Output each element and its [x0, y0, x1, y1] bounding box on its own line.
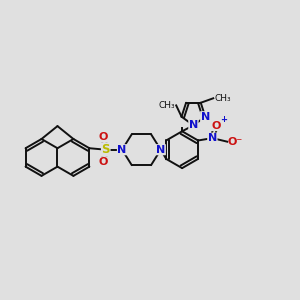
Text: S: S: [101, 143, 110, 156]
Text: N: N: [118, 145, 127, 155]
Text: +: +: [220, 115, 227, 124]
Text: O: O: [99, 132, 108, 142]
Text: O: O: [99, 157, 108, 167]
Text: N: N: [201, 112, 210, 122]
Text: N: N: [208, 133, 217, 143]
Text: O: O: [211, 121, 220, 130]
Text: CH₃: CH₃: [214, 94, 231, 103]
Text: O⁻: O⁻: [227, 137, 242, 147]
Text: N: N: [189, 120, 198, 130]
Text: N: N: [156, 145, 165, 155]
Text: CH₃: CH₃: [159, 101, 175, 110]
